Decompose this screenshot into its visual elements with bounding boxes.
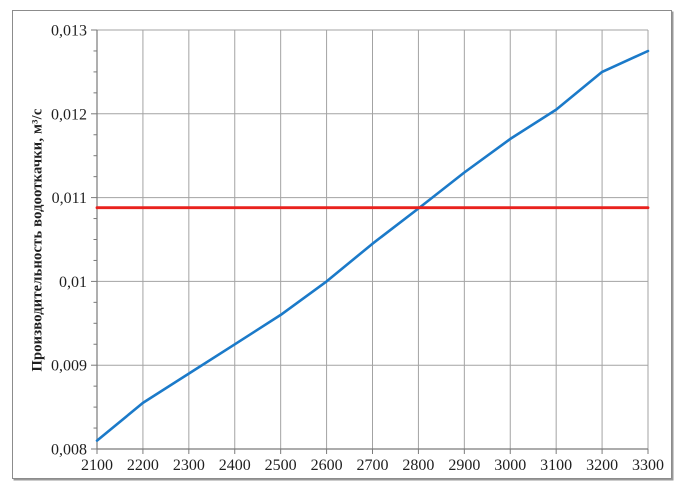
x-tick-label: 2800 [402,457,434,474]
y-tick-label: 0,013 [51,23,87,40]
y-tick-label: 0,011 [52,190,87,207]
x-tick-label: 2500 [265,457,297,474]
x-tick-label: 2400 [219,457,251,474]
x-tick-label: 2700 [357,457,389,474]
y-tick-label: 0,008 [51,442,87,459]
x-tick-label: 3200 [586,457,618,474]
x-tick-label: 2100 [81,457,113,474]
x-tick-label: 2200 [127,457,159,474]
x-tick-label: 2600 [311,457,343,474]
x-tick-label: 3000 [494,457,526,474]
y-tick-label: 0,009 [51,358,87,375]
chart-frame [12,10,672,479]
x-tick-label: 3100 [540,457,572,474]
x-tick-label: 2900 [448,457,480,474]
x-tick-label: 3300 [632,457,664,474]
x-tick-label: 2300 [173,457,205,474]
y-tick-label: 0,012 [51,106,87,123]
y-tick-label: 0,01 [59,274,87,291]
series-blue-curve [95,49,650,442]
